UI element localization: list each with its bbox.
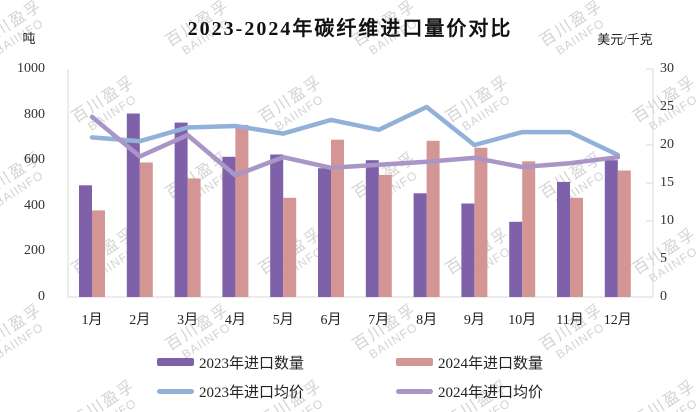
legend-label-2024-quantity: 2024年进口数量 xyxy=(438,355,544,372)
bar-2023年进口数量-m8 xyxy=(413,193,427,297)
x-axis-label-month: 2月 xyxy=(129,313,151,328)
x-axis-label-month: 8月 xyxy=(416,313,438,328)
bar-2024年进口数量-m2 xyxy=(139,162,153,297)
legend-label-2023-price: 2023年进口均价 xyxy=(199,384,305,401)
x-axis-label-month: 9月 xyxy=(463,313,485,328)
left-axis-tick-label: 0 xyxy=(38,289,45,304)
legend-swatch-2023-quantity xyxy=(157,358,194,366)
right-axis-tick-label: 20 xyxy=(660,137,674,152)
left-axis-tick-label: 400 xyxy=(24,197,45,213)
right-axis-tick-label: 30 xyxy=(660,61,674,76)
right-axis-unit-label: 美元/千克 xyxy=(597,32,653,47)
left-axis-tick-label: 600 xyxy=(24,152,45,168)
legend-item-2023-quantity: 2023年进口数量 xyxy=(157,352,304,372)
x-axis-label-month: 7月 xyxy=(368,313,390,328)
left-axis-tick-label: 1000 xyxy=(17,61,45,76)
bar-2024年进口数量-m5 xyxy=(283,197,297,297)
x-axis-label-month: 1月 xyxy=(81,313,103,328)
legend-swatch-2024-quantity xyxy=(396,358,433,366)
line-2023年进口均价 xyxy=(89,104,621,158)
x-axis-label-month: 10月 xyxy=(508,313,537,328)
legend-label-2023-quantity: 2023年进口数量 xyxy=(199,355,305,372)
bar-2024年进口数量-m3 xyxy=(187,178,201,297)
left-axis-tick-label: 200 xyxy=(24,243,45,259)
chart-title: 2023-2024年碳纤维进口量价对比 xyxy=(187,18,513,40)
bar-2024年进口数量-m10 xyxy=(522,161,536,297)
bar-2024年进口数量-m8 xyxy=(426,140,440,297)
right-axis-tick-label: 25 xyxy=(660,99,674,114)
x-axis-label-month: 5月 xyxy=(272,313,294,328)
right-axis-tick-label: 0 xyxy=(660,289,667,304)
bar-2023年进口数量-m12 xyxy=(604,160,618,297)
legend-label-2024-price: 2024年进口均价 xyxy=(438,384,544,401)
legend-item-2023-price: 2023年进口均价 xyxy=(157,381,304,401)
bar-2024年进口数量-m7 xyxy=(378,175,392,297)
left-axis-tick-label: 800 xyxy=(24,106,45,122)
bar-2023年进口数量-m1 xyxy=(79,185,92,297)
bar-2023年进口数量-m2 xyxy=(126,113,140,297)
x-axis-label-month: 3月 xyxy=(177,313,199,328)
x-axis-label-month: 11月 xyxy=(556,313,584,328)
bar-2023年进口数量-m3 xyxy=(174,122,188,297)
line-2024年进口均价 xyxy=(89,114,621,178)
x-axis-label-month: 12月 xyxy=(603,313,632,328)
bar-2024年进口数量-m12 xyxy=(617,170,631,297)
right-axis-tick-label: 5 xyxy=(660,251,667,266)
right-axis-tick-label: 10 xyxy=(660,213,674,228)
left-axis-unit-label: 吨 xyxy=(22,31,36,46)
legend-swatch-2023-price xyxy=(157,388,194,394)
bar-2023年进口数量-m11 xyxy=(557,181,570,297)
x-axis-label-month: 4月 xyxy=(224,313,246,328)
bar-2024年进口数量-m6 xyxy=(331,139,344,297)
bar-2023年进口数量-m5 xyxy=(270,154,284,297)
x-axis-label-month: 6月 xyxy=(320,313,342,328)
legend-item-2024-price: 2024年进口均价 xyxy=(396,381,543,401)
bar-2023年进口数量-m9 xyxy=(461,203,475,297)
bar-2024年进口数量-m4 xyxy=(235,124,249,298)
bar-2024年进口数量-m11 xyxy=(570,197,583,297)
right-axis-tick-label: 15 xyxy=(660,175,674,190)
bar-2024年进口数量-m9 xyxy=(474,147,488,297)
legend-swatch-2024-price xyxy=(396,388,433,394)
legend-item-2024-quantity: 2024年进口数量 xyxy=(396,352,543,372)
bar-2023年进口数量-m7 xyxy=(365,160,379,297)
bar-2023年进口数量-m6 xyxy=(318,168,331,297)
bar-2023年进口数量-m4 xyxy=(222,156,236,297)
bar-2024年进口数量-m1 xyxy=(92,210,105,297)
bar-2023年进口数量-m10 xyxy=(509,221,523,297)
